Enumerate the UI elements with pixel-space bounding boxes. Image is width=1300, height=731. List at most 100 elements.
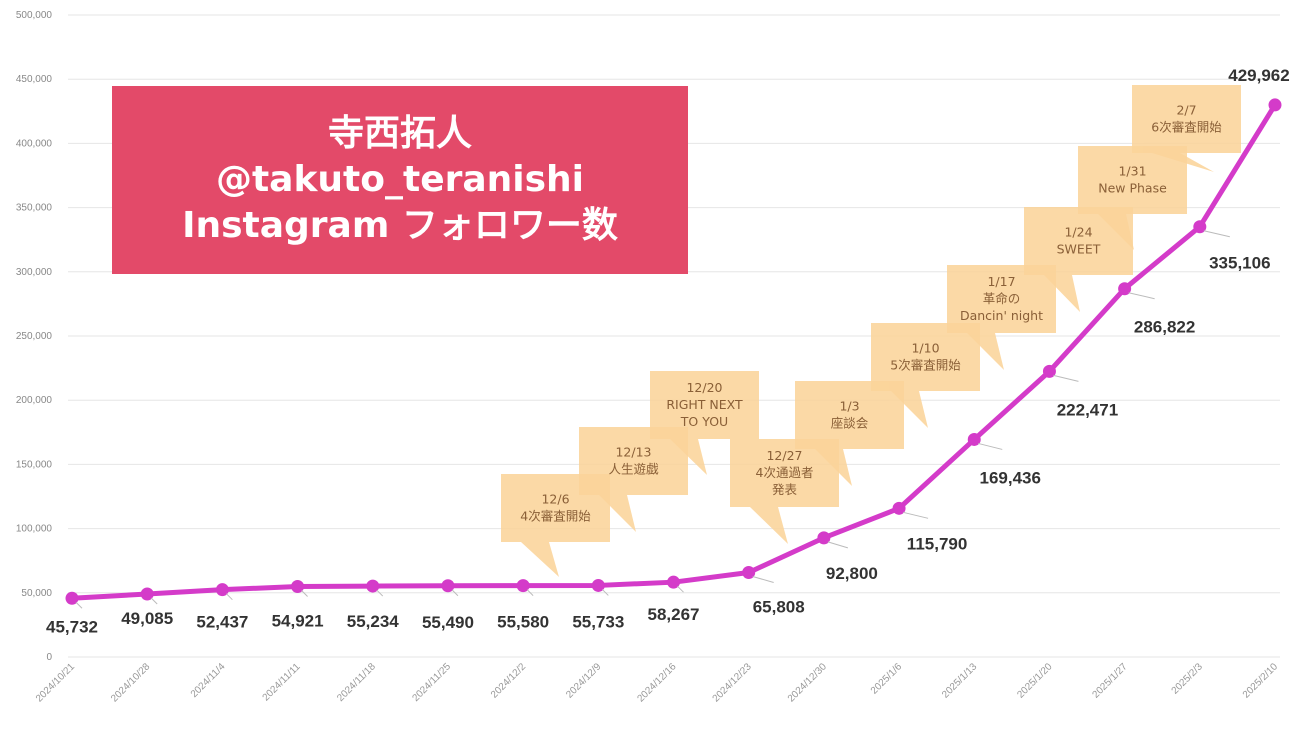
y-tick-label: 350,000: [16, 203, 53, 214]
annotation-pointer: [967, 333, 1004, 370]
annotation-text: RIGHT NEXT: [666, 397, 743, 412]
y-tick-label: 450,000: [16, 74, 53, 85]
annotation-pointer: [599, 495, 636, 532]
x-tick-label: 2024/12/30: [786, 661, 829, 704]
data-labels: 45,732 49,085 52,437 54,921 55,234 55,490 55,5…: [46, 66, 1290, 636]
annotation-text: 1/17: [987, 274, 1015, 289]
annotation-box: [871, 323, 980, 391]
data-label: 65,808: [753, 598, 805, 617]
data-label: 55,234: [347, 612, 400, 631]
y-tick-label: 150,000: [16, 459, 53, 470]
label-leader: [827, 541, 849, 549]
title-line-metric: Instagram フォロワー数: [182, 205, 618, 246]
label-leader: [75, 601, 83, 609]
annotation-pointer: [1098, 214, 1134, 250]
y-tick-label: 0: [46, 652, 52, 663]
x-tick-label: 2024/11/11: [261, 661, 303, 703]
x-tick-label: 2025/1/20: [1015, 661, 1055, 701]
data-label: 55,580: [497, 613, 549, 632]
data-label: 52,437: [196, 613, 248, 632]
data-point: [441, 579, 455, 593]
annotation-text: 1/24: [1064, 225, 1092, 240]
annotation-box: [795, 381, 904, 449]
data-label: 49,085: [121, 609, 173, 628]
y-tick-label: 50,000: [21, 588, 52, 599]
annotation-box: [947, 265, 1056, 333]
annotation-text: 4次審査開始: [520, 509, 591, 524]
label-leader: [150, 597, 158, 605]
annotation-box: [650, 371, 759, 439]
label-leader: [301, 590, 308, 597]
data-point: [366, 579, 380, 593]
title-line-handle: @takuto_teranishi: [215, 159, 585, 200]
annotation-text: 1/3: [839, 399, 859, 414]
data-label: 222,471: [1057, 400, 1118, 419]
annotation-callout: 1/10 5次審査開始: [871, 323, 980, 428]
annotation-text: 革命の: [983, 291, 1021, 306]
annotation-pointer: [891, 391, 928, 428]
x-tick-label: 2025/2/10: [1241, 661, 1281, 701]
label-leader: [451, 589, 459, 597]
data-point: [65, 591, 79, 605]
annotation-text: TO YOU: [680, 414, 728, 429]
annotation-text: 12/27: [766, 448, 802, 463]
y-tick-label: 250,000: [16, 331, 53, 342]
data-point: [291, 579, 305, 593]
data-point: [817, 531, 831, 545]
x-tick-label: 2024/12/23: [711, 661, 754, 704]
label-leader: [677, 585, 684, 593]
data-label: 45,732: [46, 617, 98, 636]
label-leader: [601, 589, 609, 596]
label-leader: [902, 511, 929, 519]
data-label: 335,106: [1209, 254, 1270, 273]
x-tick-label: 2024/12/16: [635, 661, 678, 704]
data-label: 55,490: [422, 613, 474, 632]
y-tick-label: 300,000: [16, 267, 53, 278]
annotation-callout: 1/3 座談会: [795, 381, 904, 486]
annotation-text: 4次通過者: [756, 465, 814, 480]
annotation-pointer: [1044, 275, 1080, 312]
data-label: 55,733: [572, 612, 624, 631]
x-tick-label: 2024/11/18: [335, 661, 378, 704]
annotation-text: 発表: [772, 482, 798, 497]
label-leader: [1203, 230, 1230, 238]
x-tick-label: 2025/1/13: [940, 661, 980, 701]
x-tick-label: 2025/1/27: [1091, 661, 1131, 701]
data-point: [516, 579, 530, 593]
label-leader: [226, 593, 233, 601]
y-axis-ticks: 0 50,000 100,000 150,000 200,000 250,000 300,0…: [16, 10, 53, 663]
annotation-text: 1/10: [911, 341, 939, 356]
annotation-text: 12/13: [615, 445, 651, 460]
data-point: [1118, 282, 1132, 296]
x-tick-label: 2024/10/28: [109, 661, 152, 704]
annotation-text: Dancin' night: [960, 308, 1043, 323]
x-tick-label: 2025/2/3: [1170, 661, 1206, 697]
data-label: 54,921: [272, 611, 324, 630]
annotation-pointer: [670, 439, 707, 475]
data-point: [591, 578, 605, 592]
y-tick-label: 400,000: [16, 138, 53, 149]
annotation-text: 5次審査開始: [890, 358, 961, 373]
annotation-text: 12/20: [686, 380, 722, 395]
x-tick-label: 2024/12/2: [489, 661, 529, 701]
x-tick-label: 2024/11/4: [189, 661, 228, 700]
data-point: [1193, 220, 1207, 234]
annotation-pointer: [815, 449, 852, 486]
label-leader: [1128, 292, 1155, 300]
annotation-callout: 1/17 革命の Dancin' night: [947, 265, 1056, 370]
y-tick-label: 100,000: [16, 524, 53, 535]
data-label: 92,800: [826, 564, 878, 583]
label-leader: [752, 576, 774, 583]
data-point: [967, 432, 981, 446]
data-point: [742, 566, 756, 580]
annotation-callout: 12/20 RIGHT NEXT TO YOU: [650, 371, 759, 475]
data-label: 169,436: [980, 468, 1041, 487]
data-label: 115,790: [907, 534, 968, 553]
label-leader: [1053, 374, 1079, 382]
data-label: 286,822: [1134, 318, 1195, 337]
label-leader: [376, 589, 384, 597]
data-point: [140, 587, 154, 601]
data-point: [1268, 98, 1282, 112]
title-background: [112, 86, 688, 274]
